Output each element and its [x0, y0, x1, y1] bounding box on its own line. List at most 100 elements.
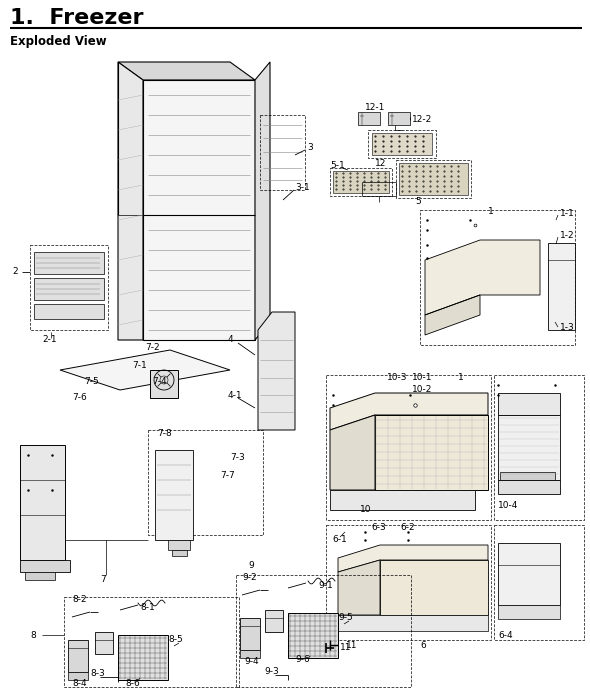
Bar	[338, 615, 488, 631]
Text: 6-3: 6-3	[371, 524, 386, 533]
Text: 8-1: 8-1	[140, 603, 155, 612]
Text: 7: 7	[100, 575, 106, 584]
Text: Exploded View: Exploded View	[10, 36, 107, 48]
Text: 7-2: 7-2	[145, 344, 160, 353]
Polygon shape	[143, 80, 255, 340]
Text: 10-2: 10-2	[412, 386, 432, 395]
Text: 1.  Freezer: 1. Freezer	[10, 8, 143, 28]
Bar	[20, 445, 65, 560]
Text: 6-1: 6-1	[332, 536, 347, 545]
Bar	[150, 370, 178, 398]
Bar	[172, 550, 187, 556]
Text: 8: 8	[30, 631, 36, 640]
Text: 7-1: 7-1	[132, 360, 147, 370]
Bar	[399, 163, 468, 195]
Text: 8-2: 8-2	[72, 596, 87, 605]
Text: 6-4: 6-4	[498, 631, 513, 640]
Bar	[368, 130, 436, 158]
Text: 1: 1	[458, 374, 464, 382]
Text: 9-6: 9-6	[295, 655, 310, 664]
Text: 10: 10	[360, 505, 372, 514]
Text: 9-5: 9-5	[338, 613, 353, 622]
Text: 2-1: 2-1	[42, 335, 57, 344]
Bar	[288, 613, 338, 658]
Bar	[20, 560, 70, 572]
Bar	[388, 112, 410, 125]
Text: 7-8: 7-8	[157, 430, 172, 438]
Text: 7-4: 7-4	[152, 377, 166, 386]
Bar	[95, 632, 113, 654]
Text: 1-1: 1-1	[560, 209, 575, 218]
Text: 9: 9	[248, 561, 254, 570]
Bar	[498, 605, 560, 619]
Bar	[260, 115, 305, 190]
Text: 7-7: 7-7	[220, 470, 235, 480]
Bar	[34, 304, 104, 319]
Text: 9-2: 9-2	[242, 573, 257, 582]
Polygon shape	[255, 62, 270, 340]
Bar	[420, 210, 575, 345]
Text: 4: 4	[228, 335, 234, 344]
Bar	[500, 472, 555, 480]
Polygon shape	[548, 243, 575, 330]
Text: 8-3: 8-3	[90, 668, 105, 678]
Bar	[265, 610, 283, 632]
Text: 11: 11	[346, 640, 358, 650]
Polygon shape	[60, 350, 230, 390]
Text: 12-2: 12-2	[412, 115, 432, 123]
Text: 10-1: 10-1	[412, 374, 432, 382]
Bar	[34, 278, 104, 300]
Polygon shape	[498, 543, 560, 605]
Text: 10-3: 10-3	[387, 374, 408, 382]
Bar	[396, 160, 471, 198]
Bar	[240, 618, 260, 650]
Text: 6: 6	[420, 640, 426, 650]
Bar	[155, 450, 193, 540]
Bar	[498, 480, 560, 494]
Polygon shape	[118, 62, 143, 340]
Polygon shape	[118, 62, 255, 80]
Bar	[330, 168, 392, 196]
Text: 6-2: 6-2	[400, 524, 415, 533]
Polygon shape	[330, 393, 488, 430]
Bar	[68, 640, 88, 672]
Bar	[25, 572, 55, 580]
Bar	[326, 525, 491, 640]
Polygon shape	[375, 415, 488, 490]
Polygon shape	[498, 393, 560, 415]
Text: 8-5: 8-5	[168, 636, 183, 645]
Bar	[358, 112, 380, 125]
Text: 5-1: 5-1	[330, 160, 345, 169]
Polygon shape	[380, 560, 488, 615]
Bar	[34, 252, 104, 274]
Text: 9-1: 9-1	[318, 580, 333, 589]
Bar	[118, 635, 168, 680]
Bar	[330, 490, 475, 510]
Bar	[494, 525, 584, 640]
Bar	[30, 245, 108, 330]
Bar	[68, 672, 88, 680]
Text: 1: 1	[488, 207, 494, 216]
Text: 2: 2	[12, 267, 18, 276]
Text: 5: 5	[415, 197, 421, 206]
Bar	[326, 375, 491, 520]
Text: 10-4: 10-4	[498, 500, 519, 510]
Text: 7-6: 7-6	[72, 393, 87, 402]
Text: 7-3: 7-3	[230, 454, 245, 463]
Bar	[494, 375, 584, 520]
Bar	[64, 597, 239, 687]
Text: 9-3: 9-3	[264, 668, 278, 676]
Polygon shape	[425, 295, 480, 335]
Bar	[372, 133, 432, 155]
Text: 8-4: 8-4	[72, 678, 87, 687]
Polygon shape	[330, 415, 375, 490]
Bar	[148, 430, 263, 535]
Text: 12: 12	[375, 158, 386, 167]
Text: 3: 3	[307, 144, 313, 153]
Polygon shape	[498, 415, 560, 480]
Bar	[236, 575, 411, 687]
Text: 1-2: 1-2	[560, 230, 575, 239]
Text: 12-1: 12-1	[365, 104, 385, 113]
Text: 1-3: 1-3	[560, 323, 575, 332]
Text: 11: 11	[340, 643, 352, 652]
